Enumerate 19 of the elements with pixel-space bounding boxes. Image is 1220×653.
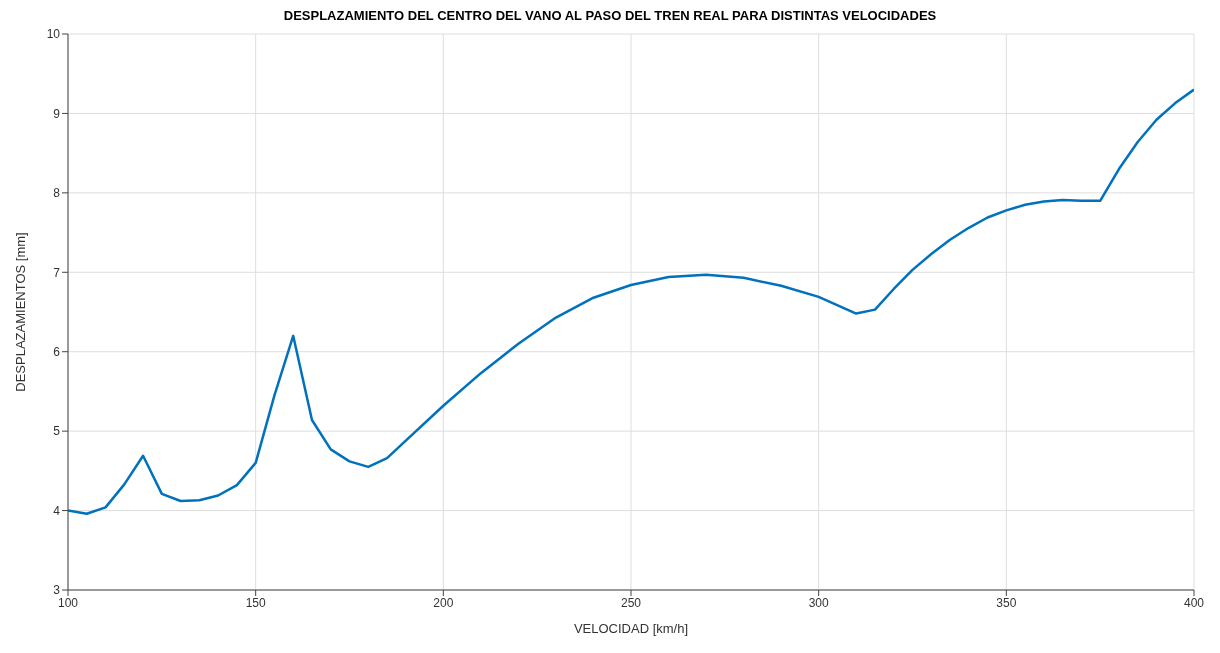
y-tick-label: 4	[53, 503, 61, 518]
x-tick-label: 300	[808, 595, 829, 610]
x-tick-label: 100	[57, 595, 79, 610]
line-series	[68, 88, 1194, 515]
y-tick-label: 9	[53, 106, 61, 121]
chart-title: DESPLAZAMIENTO DEL CENTRO DEL VANO AL PASO DEL TREN REAL PARA DISTINTAS VELOCIDADES	[282, 8, 938, 25]
y-tick-label: 3	[53, 583, 61, 598]
y-tick-label: 6	[53, 344, 61, 359]
x-axis-title: VELOCIDAD [km/h]	[573, 621, 689, 636]
x-tick-label: 250	[620, 595, 642, 610]
y-tick-label: 5	[53, 424, 61, 439]
x-tick-label: 400	[1183, 595, 1205, 610]
y-tick-label: 10	[46, 27, 61, 42]
x-tick-label: 200	[433, 595, 454, 610]
x-tick-label: 150	[245, 595, 266, 610]
y-tick-label: 7	[53, 265, 61, 280]
y-axis-title: DESPLAZAMIENTOS [mm]	[12, 232, 28, 392]
y-tick-label: 8	[53, 186, 61, 201]
x-tick-label: 350	[996, 595, 1017, 610]
